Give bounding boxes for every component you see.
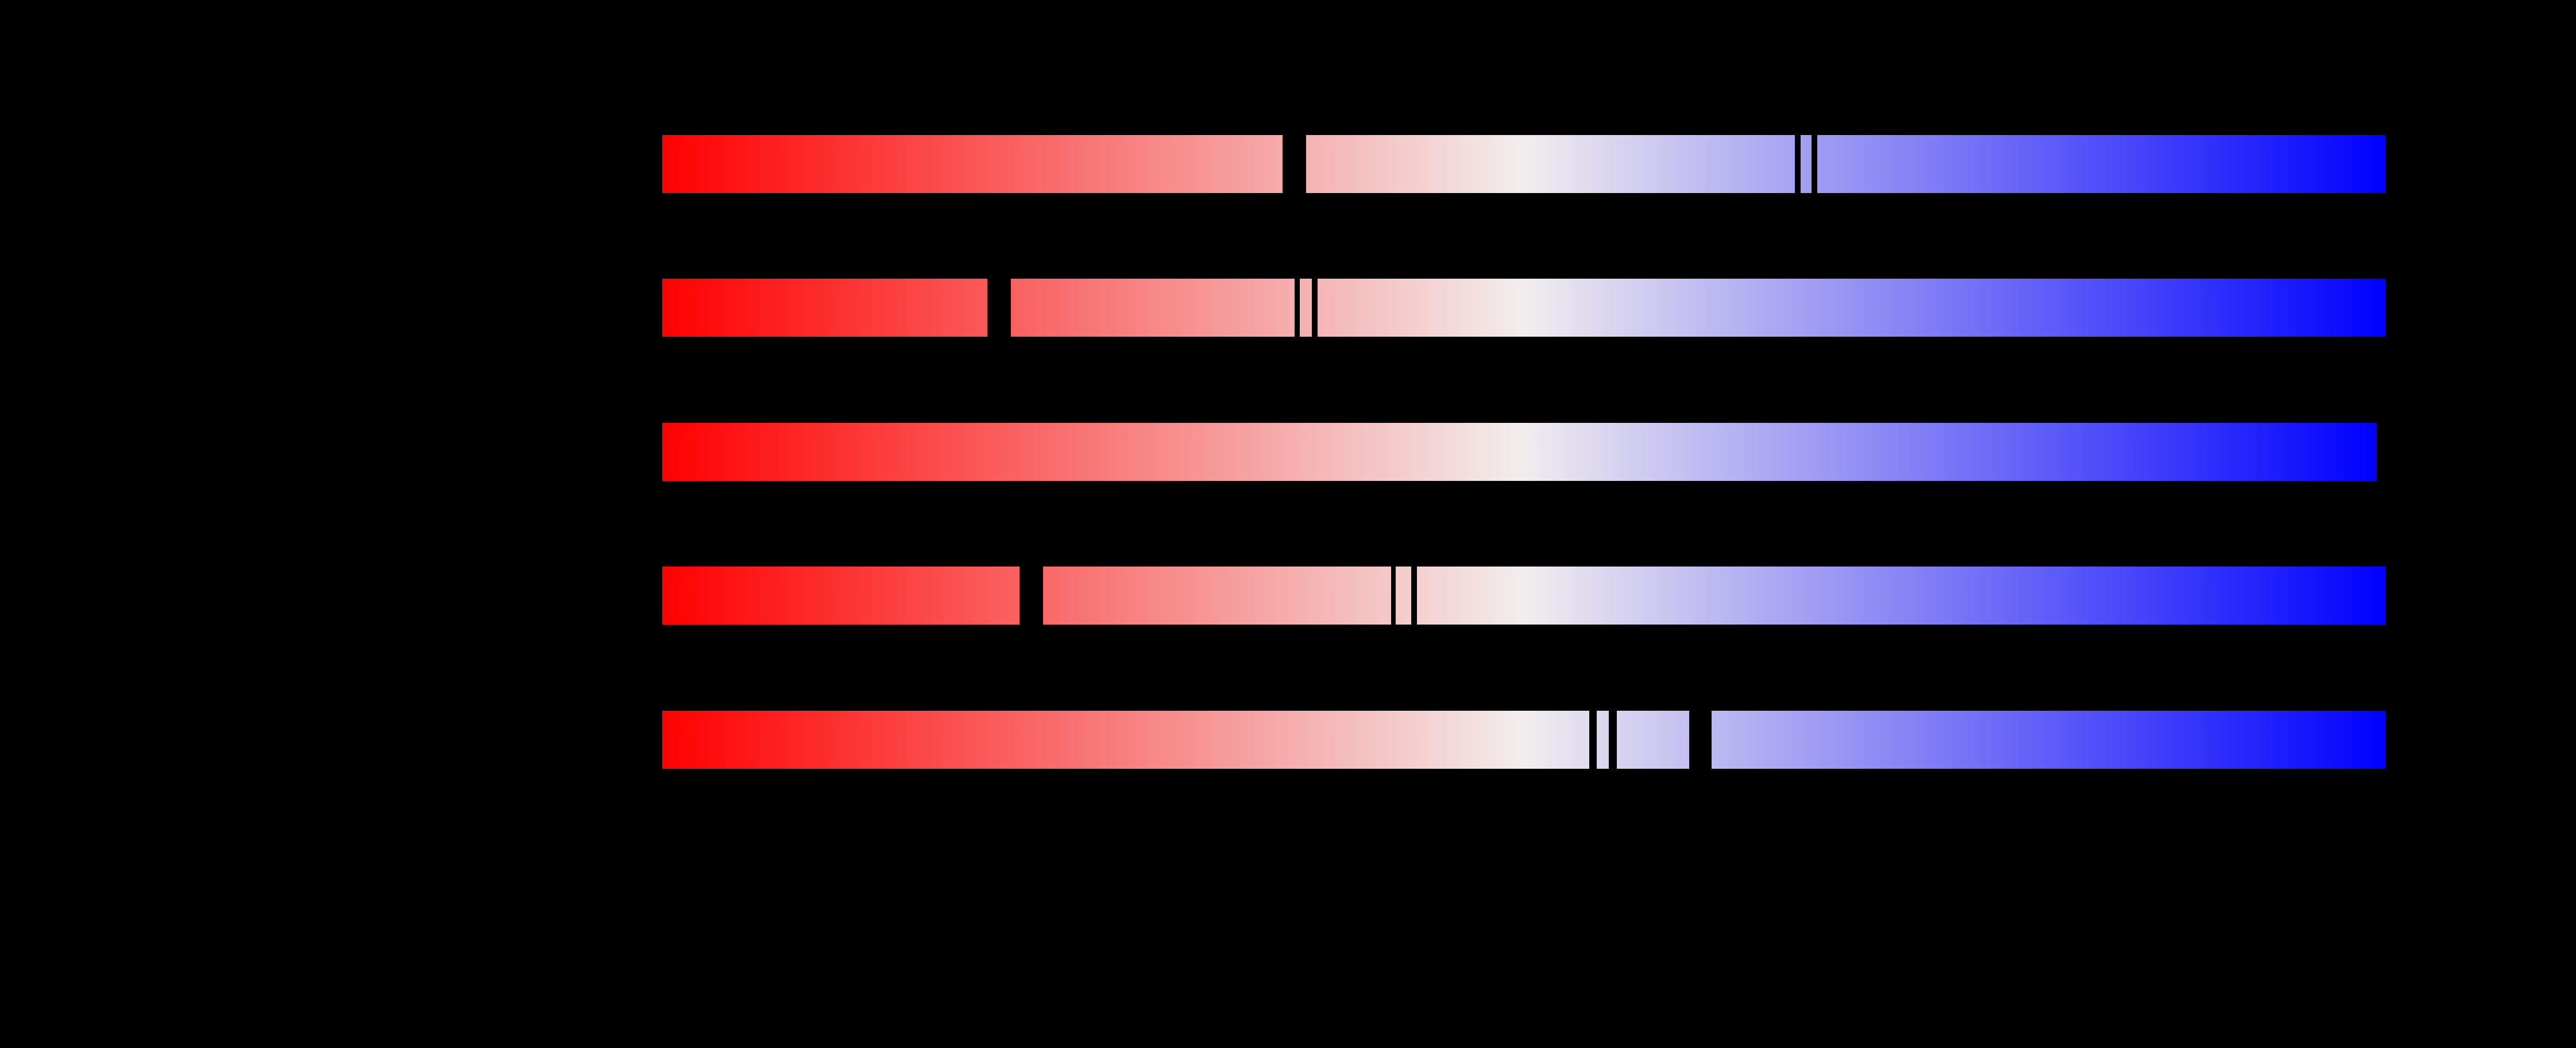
thin-marker xyxy=(1295,279,1300,337)
thin-marker xyxy=(1795,135,1801,193)
thin-marker xyxy=(1411,567,1417,625)
thin-marker xyxy=(1391,567,1396,625)
thin-marker xyxy=(1312,279,1318,337)
gradient-bar-1 xyxy=(662,135,2385,193)
thin-marker xyxy=(1609,711,1617,769)
thick-marker xyxy=(1283,135,1306,193)
thin-marker xyxy=(1589,711,1597,769)
thick-marker xyxy=(987,279,1011,337)
thin-marker xyxy=(1812,135,1817,193)
gradient-bar-3 xyxy=(662,423,2377,481)
thick-marker xyxy=(1689,711,1712,769)
gradient-bar-5 xyxy=(662,711,2385,769)
gradient-bar-2 xyxy=(662,279,2385,337)
gradient-bar-4 xyxy=(662,567,2385,625)
thick-marker xyxy=(1019,567,1043,625)
